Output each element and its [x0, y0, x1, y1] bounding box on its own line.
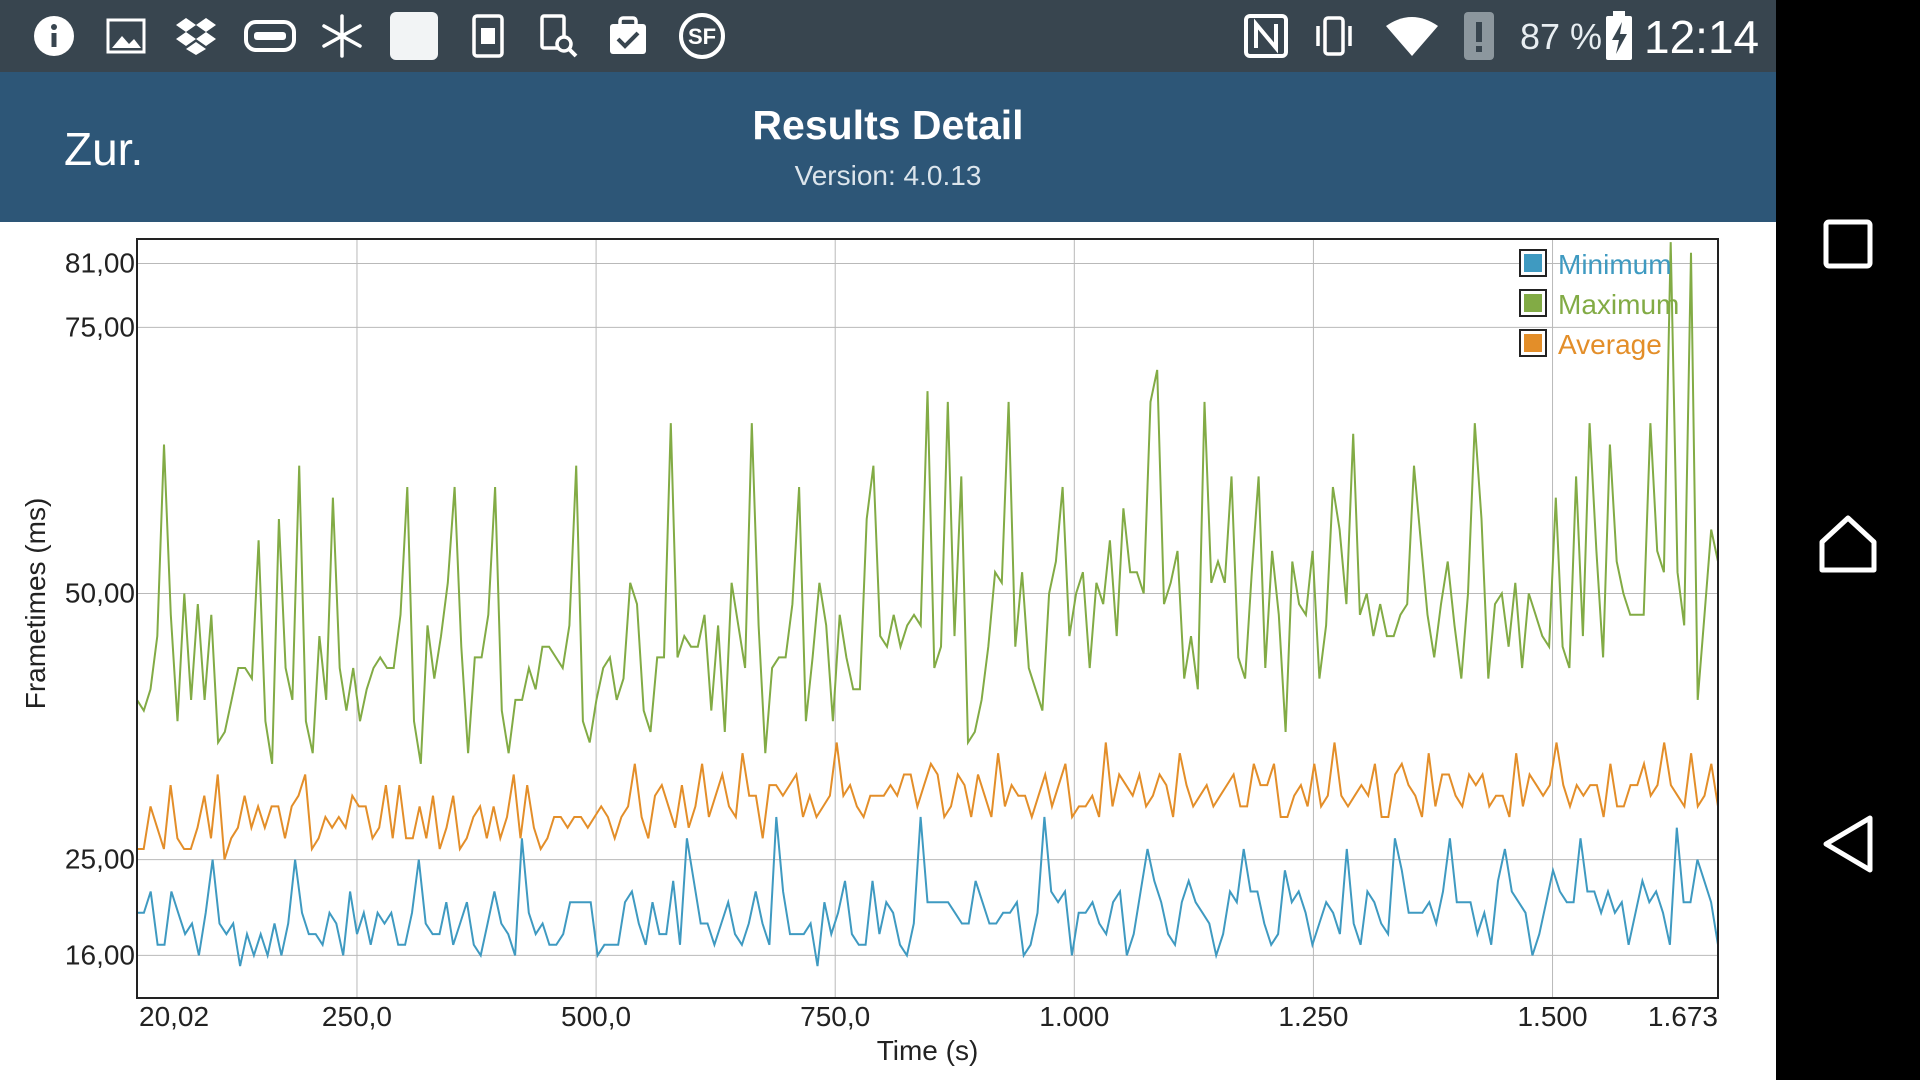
series-line-maximum [136, 242, 1719, 764]
x-axis-title: Time (s) [877, 1035, 979, 1066]
info-icon [34, 16, 74, 56]
clipboard-check-icon [610, 16, 646, 54]
x-tick-label: 500,0 [561, 1001, 631, 1032]
image-icon [106, 18, 146, 54]
y-tick-label: 25,00 [65, 844, 135, 875]
clock: 12:14 [1644, 11, 1760, 63]
legend-label: Minimum [1558, 249, 1672, 280]
svg-text:SF: SF [688, 24, 716, 49]
sim-icon [472, 14, 504, 58]
back-button[interactable]: Zur. [64, 123, 144, 175]
search-device-icon [540, 14, 578, 58]
series-line-minimum [137, 816, 1719, 967]
y-tick-label: 16,00 [65, 939, 135, 970]
tick-layer: 20,02 250,0 500,0 750,0 1.000 1.250 1.500 1.673… [65, 247, 1718, 1032]
recents-icon[interactable] [1812, 208, 1884, 280]
legend-label: Average [1558, 329, 1662, 360]
navigation-bar [1776, 0, 1920, 1080]
back-icon[interactable] [1812, 808, 1884, 880]
version-label: Version: 4.0.13 [794, 160, 982, 191]
x-tick-label: 250,0 [322, 1001, 392, 1032]
grid-layer [137, 239, 1718, 998]
chart-panel: 20,02 250,0 500,0 750,0 1.000 1.250 1.500 1.673… [0, 222, 1776, 1080]
nfc-icon [1244, 14, 1288, 58]
snowflake-icon [322, 14, 362, 58]
x-tick-label: 1.000 [1039, 1001, 1109, 1032]
gamepad-icon [244, 20, 296, 52]
legend: Minimum Maximum Average [1519, 249, 1679, 360]
x-tick-label: 1.250 [1278, 1001, 1348, 1032]
x-tick-label: 1.500 [1517, 1001, 1587, 1032]
app-bar: Zur. Results Detail Version: 4.0.13 [0, 72, 1776, 222]
y-tick-label: 75,00 [65, 311, 135, 342]
page-title: Results Detail [752, 102, 1024, 148]
x-tick-label: 1.673 [1648, 1001, 1718, 1032]
legend-swatch [1524, 294, 1542, 312]
sf-icon: SF [679, 13, 725, 59]
frametimes-chart: 20,02 250,0 500,0 750,0 1.000 1.250 1.500 1.673… [20, 238, 1719, 1066]
y-axis-title: Frametimes (ms) [20, 498, 51, 710]
y-tick-label: 50,00 [65, 577, 135, 608]
x-tick-label: 750,0 [800, 1001, 870, 1032]
x-tick-label: 20,02 [139, 1001, 209, 1032]
plot-frame [136, 238, 1719, 999]
battery-percentage: 87 % [1520, 16, 1603, 57]
legend-label: Maximum [1558, 289, 1679, 320]
vibrate-icon [1316, 16, 1352, 56]
legend-swatch [1524, 254, 1542, 272]
battery-charging-icon [1606, 11, 1632, 60]
home-icon[interactable] [1812, 508, 1884, 580]
series-line-average [137, 742, 1719, 860]
blank-app-icon [390, 12, 438, 60]
notification-alert-icon [1464, 12, 1494, 60]
series-layer [136, 242, 1719, 967]
status-bar: SF 87 % 12:14 [0, 0, 1776, 72]
y-tick-label: 81,00 [65, 247, 135, 278]
legend-swatch [1524, 334, 1542, 352]
dropbox-icon [176, 18, 216, 55]
wifi-icon [1386, 17, 1438, 56]
